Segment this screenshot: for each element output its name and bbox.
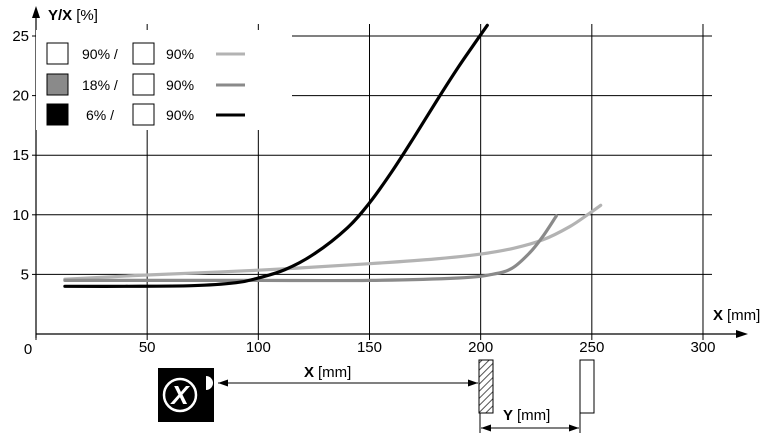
sensor-lens [206,376,213,390]
x-tick-label: 100 [246,339,271,356]
x-axis-title: X [mm] [713,307,760,324]
legend-label-left: 18% / [82,77,118,93]
x-dimension-label: X [mm] [304,364,351,381]
y-tick-label: 25 [12,28,29,45]
y-tick-label: 20 [12,88,29,105]
x-axis-unit: [mm] [727,307,760,324]
y-dimension-label: Y [mm] [503,407,550,424]
x-tick-label: 0 [24,341,32,358]
y-axis-symbol: Y/X [48,7,72,24]
x-logo-sensor-icon: X [158,368,214,422]
legend-entry-2: 6% / 90% [46,103,245,126]
legend-label-right: 90% [166,107,194,123]
y-arrow-left [481,424,491,432]
x-tick-label: 150 [357,339,382,356]
tick-labels: 0 50 100 150 200 250 300 5 10 15 20 25 [12,28,715,358]
x-arrow-left [218,379,228,387]
y-tick-label: 15 [12,147,29,164]
y-dimension-symbol: Y [503,407,513,424]
y-axis-unit: [%] [76,7,98,24]
legend-swatch-right [132,73,155,96]
x-axis-symbol: X [713,307,723,324]
legend-swatch-left [46,103,69,126]
x-dimension-unit: [mm] [318,364,351,381]
x-axis-arrowhead [736,330,748,338]
legend-label-right: 90% [166,46,194,62]
legend-entry-0: 90% / 90% [46,42,245,65]
setup-diagram: X X [mm] Y [mm] [158,359,595,433]
x-tick-label: 200 [468,339,493,356]
legend-background [36,30,292,130]
y-arrow-right [569,424,579,432]
sensor-ring [162,377,198,413]
legend-label-left: 90% / [82,46,118,62]
y-tick-label: 5 [21,266,29,283]
x-dimension-symbol: X [304,364,314,381]
sensor-body [158,368,214,422]
y-tick-label: 10 [12,207,29,224]
series-line-1 [63,214,558,283]
sensor-x-glyph: X [169,380,190,410]
y-axis-arrowhead [32,6,40,18]
series-line-0 [63,203,603,281]
legend: 90% / 90% 18% / 90% 6% / 90% [36,30,292,130]
legend-swatch-right [132,103,155,126]
x-tick-label: 50 [139,339,156,356]
legend-label-right: 90% [166,77,194,93]
x-arrow-right [468,379,478,387]
target-object [478,359,494,414]
series-line-2 [63,23,489,288]
y-axis-title: Y/X [%] [48,7,98,24]
y-dimension-unit: [mm] [517,407,550,424]
legend-entry-1: 18% / 90% [46,73,245,96]
legend-swatch-left [46,42,69,65]
legend-label-left: 6% / [86,107,114,123]
background-object [579,359,595,414]
legend-swatch-right [132,42,155,65]
x-tick-label: 300 [690,339,715,356]
legend-swatch-left [46,73,69,96]
x-tick-label: 250 [579,339,604,356]
series-layer [63,23,603,288]
